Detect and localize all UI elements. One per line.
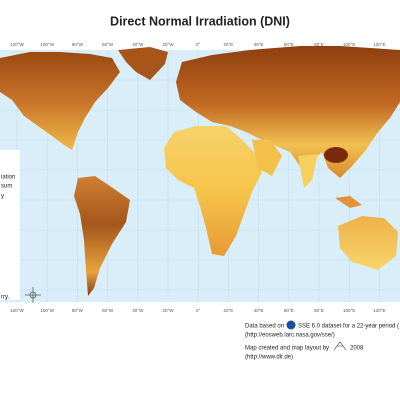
longitude-label: 20°W bbox=[162, 42, 174, 47]
longitude-label: 120°W bbox=[10, 42, 24, 47]
credit-text: (http://www.dlr.de) bbox=[245, 355, 293, 361]
map-title: Direct Normal Irradiation (DNI) bbox=[110, 14, 290, 28]
longitude-label: 20°E bbox=[223, 42, 233, 47]
longitude-label: 20°W bbox=[162, 308, 174, 313]
longitude-label: 40°E bbox=[254, 308, 264, 313]
longitude-label: 80°W bbox=[72, 42, 84, 47]
longitude-label: 60°E bbox=[284, 308, 294, 313]
compass bbox=[25, 287, 41, 303]
longitude-label: 80°W bbox=[72, 308, 84, 313]
longitude-label: 100°W bbox=[40, 308, 54, 313]
credit-text: Data based on bbox=[245, 324, 284, 330]
longitude-label: 0° bbox=[196, 42, 201, 47]
land bbox=[0, 46, 400, 296]
legend-panel bbox=[0, 150, 20, 300]
longitude-label: 20°E bbox=[223, 308, 233, 313]
longitude-label: 40°W bbox=[132, 42, 144, 47]
credit-text: (http://eosweb.larc.nasa.gov/sse/) bbox=[245, 333, 335, 339]
legend-text: sum bbox=[1, 184, 12, 190]
longitude-label: 80°E bbox=[314, 42, 324, 47]
longitude-label: 40°E bbox=[254, 42, 264, 47]
longitude-label: 120°E bbox=[373, 308, 385, 313]
credit-text: Map created and map layout by bbox=[245, 346, 329, 352]
longitude-label: 60°E bbox=[284, 42, 294, 47]
longitude-label: 120°E bbox=[373, 42, 385, 47]
legend-text: iation bbox=[1, 175, 15, 181]
legend-text: rry. bbox=[1, 295, 10, 301]
longitude-label: 60°W bbox=[102, 308, 114, 313]
longitude-label: 100°E bbox=[343, 42, 355, 47]
longitude-label: 100°W bbox=[40, 42, 54, 47]
longitude-label: 100°E bbox=[343, 308, 355, 313]
longitude-label: 60°W bbox=[102, 42, 114, 47]
longitude-label: 80°E bbox=[314, 308, 324, 313]
longitude-label: 120°W bbox=[10, 308, 24, 313]
dlr-logo bbox=[333, 341, 347, 351]
legend-text: y bbox=[1, 194, 4, 200]
credit-text: 2008 bbox=[350, 346, 364, 352]
longitude-label: 40°W bbox=[132, 308, 144, 313]
credit-text: SSE 6.0 dataset for a 22-year period ( bbox=[298, 324, 399, 330]
longitude-label: 0° bbox=[196, 308, 201, 313]
nasa-logo bbox=[286, 320, 296, 330]
